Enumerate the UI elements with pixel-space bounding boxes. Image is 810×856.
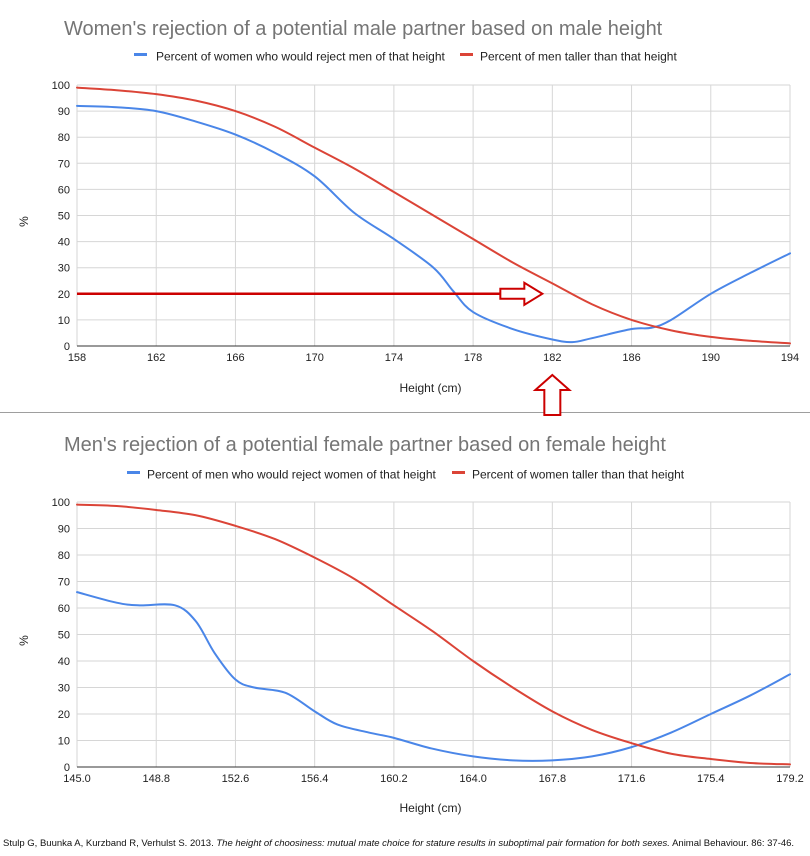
y-axis-title: % (17, 635, 31, 646)
y-tick-label: 20 (58, 709, 70, 721)
y-tick-label: 100 (52, 497, 70, 509)
x-tick-label: 190 (702, 352, 720, 364)
legend-swatch (134, 53, 147, 56)
series-line-2 (76, 86, 791, 345)
y-tick-label: 50 (58, 630, 70, 642)
legend-label: Percent of women taller than that height (472, 468, 685, 482)
y-tick-label: 0 (64, 762, 70, 774)
chart-female-height: Men's rejection of a potential female pa… (17, 434, 804, 815)
x-tick-label: 158 (68, 352, 86, 364)
x-tick-label: 145.0 (63, 773, 91, 785)
y-tick-label: 80 (58, 550, 70, 562)
x-tick-label: 194 (781, 352, 799, 364)
x-tick-label: 179.2 (776, 773, 804, 785)
x-tick-label: 174 (385, 352, 403, 364)
y-tick-label: 60 (58, 184, 70, 196)
x-tick-label: 152.6 (222, 773, 250, 785)
x-tick-label: 162 (147, 352, 165, 364)
x-tick-label: 166 (226, 352, 244, 364)
x-tick-label: 182 (543, 352, 561, 364)
y-tick-label: 30 (58, 263, 70, 275)
chart-male-height: Women's rejection of a potential male pa… (17, 18, 799, 416)
x-tick-label: 160.2 (380, 773, 408, 785)
y-tick-label: 70 (58, 577, 70, 589)
y-tick-label: 100 (52, 80, 70, 92)
legend-label: Percent of women who would reject men of… (156, 50, 445, 64)
legend-swatch (452, 471, 465, 474)
y-tick-label: 10 (58, 736, 70, 748)
citation-journal: Animal Behaviour. 86: 37-46. (672, 838, 795, 849)
x-tick-label: 186 (622, 352, 640, 364)
x-tick-label: 148.8 (142, 773, 170, 785)
y-tick-label: 70 (58, 158, 70, 170)
citation-title: The height of choosiness: mutual mate ch… (216, 838, 670, 849)
legend-label: Percent of men taller than that height (480, 50, 677, 64)
x-axis-title: Height (cm) (399, 381, 461, 395)
y-tick-label: 90 (58, 106, 70, 118)
legend-label: Percent of men who would reject women of… (147, 468, 436, 482)
citation: Stulp G, Buunka A, Kurzband R, Verhulst … (3, 838, 808, 849)
citation-authors: Stulp G, Buunka A, Kurzband R, Verhulst … (3, 838, 214, 849)
x-tick-label: 164.0 (459, 773, 487, 785)
series-line-1 (76, 104, 791, 344)
series-line-2 (76, 503, 791, 766)
chart-title: Men's rejection of a potential female pa… (64, 434, 666, 456)
y-tick-label: 50 (58, 211, 70, 223)
legend-swatch (127, 471, 140, 474)
y-tick-label: 30 (58, 683, 70, 695)
annotation-arrow-head (499, 281, 545, 307)
x-tick-label: 170 (305, 352, 323, 364)
y-tick-label: 90 (58, 524, 70, 536)
x-tick-label: 178 (464, 352, 482, 364)
chart-title: Women's rejection of a potential male pa… (64, 18, 663, 40)
y-tick-label: 20 (58, 289, 70, 301)
legend-swatch (460, 53, 473, 56)
x-axis-title: Height (cm) (399, 801, 461, 815)
y-axis-title: % (17, 216, 31, 227)
charts-canvas: Women's rejection of a potential male pa… (0, 18, 810, 815)
x-tick-label: 175.4 (697, 773, 725, 785)
y-tick-label: 40 (58, 237, 70, 249)
x-tick-label: 167.8 (539, 773, 567, 785)
x-tick-label: 156.4 (301, 773, 329, 785)
y-tick-label: 40 (58, 656, 70, 668)
series-line-1 (76, 591, 791, 762)
x-tick-label: 171.6 (618, 773, 646, 785)
annotation-up-arrow (532, 373, 572, 416)
y-tick-label: 60 (58, 603, 70, 615)
y-tick-label: 80 (58, 132, 70, 144)
y-tick-label: 0 (64, 341, 70, 353)
y-tick-label: 10 (58, 315, 70, 327)
